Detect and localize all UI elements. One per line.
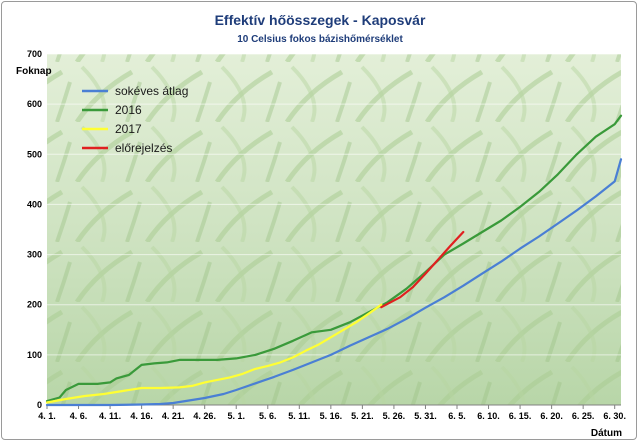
legend-label: sokéves átlag bbox=[115, 84, 188, 98]
chart-subtitle: 10 Celsius fokos bázishőmérséklet bbox=[237, 34, 403, 45]
x-tick-label: 5. 6. bbox=[259, 411, 277, 421]
series-line-1 bbox=[45, 158, 623, 407]
x-tick-label: 5. 31. bbox=[414, 411, 437, 421]
x-tick-label: 6. 5. bbox=[448, 411, 466, 421]
y-tick-label: 700 bbox=[27, 49, 42, 59]
y-axis-title: Foknap bbox=[16, 66, 52, 77]
series-line-2 bbox=[45, 114, 623, 403]
x-tick-label: 4. 11. bbox=[99, 411, 121, 421]
y-tick-label: 300 bbox=[27, 250, 42, 260]
x-tick-label: 4. 26. bbox=[193, 411, 216, 421]
x-tick-label: 4. 16. bbox=[130, 411, 153, 421]
y-tick-label: 100 bbox=[27, 350, 42, 360]
x-tick-label: 5. 21. bbox=[351, 411, 374, 421]
legend-label: 2017 bbox=[115, 122, 142, 136]
x-axis-title: Dátum bbox=[591, 428, 622, 439]
y-tick-label: 600 bbox=[27, 99, 42, 109]
legend-label: előrejelzés bbox=[115, 141, 172, 155]
plot-area-texture bbox=[47, 54, 621, 405]
x-tick-label: 5. 16. bbox=[320, 411, 343, 421]
y-tick-label: 200 bbox=[27, 300, 42, 310]
chart-title: Effektív hőösszegek - Kaposvár bbox=[215, 12, 426, 28]
x-tick-label: 4. 6. bbox=[70, 411, 88, 421]
x-tick-label: 6. 25. bbox=[572, 411, 595, 421]
x-tick-label: 5. 26. bbox=[383, 411, 406, 421]
x-tick-label: 4. 21. bbox=[162, 411, 185, 421]
series-line-3 bbox=[45, 303, 383, 404]
x-tick-label: 4. 1. bbox=[38, 411, 56, 421]
x-axis-ticks: 4. 1. 4. 6. 4. 11. 4. 16. 4. 21. 4. 26. 5. 1. 5… bbox=[38, 404, 626, 421]
y-tick-label: 500 bbox=[27, 149, 42, 159]
x-tick-label: 5. 1. bbox=[227, 411, 245, 421]
y-tick-label: 0 bbox=[37, 400, 42, 410]
legend-label: 2016 bbox=[115, 103, 142, 117]
x-tick-label: 5. 11. bbox=[288, 411, 310, 421]
gridlines bbox=[47, 53, 621, 406]
series-line-4 bbox=[380, 230, 465, 309]
y-axis-ticks: 0 100 200 300 400 500 600 700 bbox=[27, 49, 42, 410]
series-lines bbox=[45, 114, 623, 407]
legend: sokéves átlag 2016 2017 előrejelzés bbox=[82, 84, 188, 155]
y-tick-label: 400 bbox=[27, 199, 42, 209]
x-tick-label: 6. 20. bbox=[540, 411, 563, 421]
x-tick-label: 6. 10. bbox=[477, 411, 500, 421]
x-tick-label: 6. 30. bbox=[603, 411, 626, 421]
x-tick-label: 6. 15. bbox=[509, 411, 532, 421]
